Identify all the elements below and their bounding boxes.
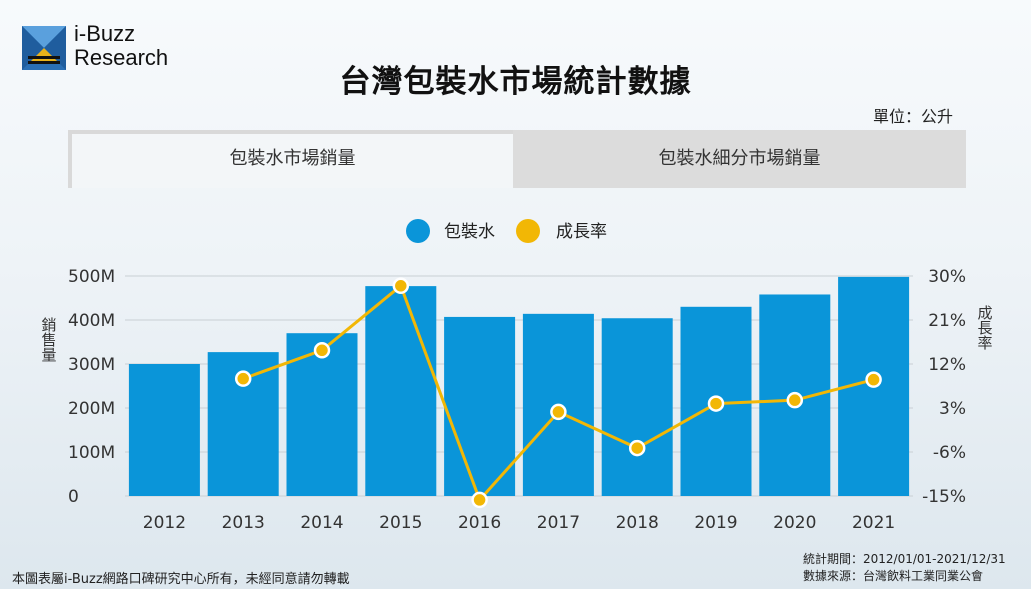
tab-segment-sales[interactable]: 包裝水細分市場銷量: [513, 130, 966, 188]
brand-logo-icon: [22, 26, 66, 70]
x-tick-label: 2020: [773, 513, 816, 533]
y-right-tick-label: 30%: [928, 267, 966, 287]
y-right-tick-label: 3%: [939, 399, 966, 419]
tab-market-sales[interactable]: 包裝水市場銷量: [72, 134, 513, 188]
bar-2015: [365, 286, 437, 496]
y-right-tick-label: -6%: [933, 443, 966, 463]
y-left-tick-label: 300M: [68, 355, 115, 375]
bar-2016: [444, 316, 516, 496]
x-tick-label: 2013: [222, 513, 265, 533]
copyright-note: 本圖表屬i-Buzz網路口碑研究中心所有，未經同意請勿轉載: [12, 572, 350, 587]
source-notes: 統計期間：2012/01/01-2021/12/31 數據來源：台灣飲料工業同業…: [803, 551, 1006, 585]
x-tick-label: 2021: [852, 513, 895, 533]
x-tick-label: 2019: [694, 513, 737, 533]
y-right-tick-label: 12%: [928, 355, 966, 375]
stat-period: 統計期間：2012/01/01-2021/12/31: [803, 552, 1006, 566]
y-left-tick-label: 100M: [68, 443, 115, 463]
y-right-axis-label: 長: [977, 319, 992, 337]
y-left-tick-label: 200M: [68, 399, 115, 419]
growth-point-2015: [392, 277, 410, 295]
brand-line1: i-Buzz: [74, 21, 136, 46]
growth-point-2016: [471, 491, 488, 509]
x-tick-label: 2016: [458, 513, 501, 533]
legend-line-swatch: [516, 219, 540, 243]
x-tick-label: 2018: [616, 513, 659, 533]
y-left-tick-label: 400M: [68, 311, 115, 331]
legend-line-label: 成長率: [556, 222, 607, 242]
legend-bar-swatch: [406, 219, 430, 243]
x-tick-label: 2014: [300, 513, 343, 533]
data-source: 數據來源：台灣飲料工業同業公會: [803, 569, 984, 583]
y-left-tick-label: 500M: [68, 267, 115, 287]
brand-line2: Research: [74, 45, 169, 70]
brand-logo: i-Buzz Research: [22, 22, 192, 70]
x-tick-label: 2015: [379, 513, 422, 533]
bar-2012: [128, 364, 200, 496]
growth-point-2014: [313, 342, 331, 359]
y-left-axis-label: 量: [41, 346, 56, 364]
x-tick-label: 2017: [537, 513, 580, 533]
bar-2018: [601, 318, 673, 496]
growth-point-2020: [786, 391, 804, 409]
page-title: 台灣包裝水市場統計數據: [339, 64, 692, 100]
growth-point-2013: [234, 370, 252, 387]
y-right-tick-label: -15%: [922, 487, 966, 507]
growth-point-2018: [628, 439, 646, 457]
y-right-axis-label: 成: [977, 304, 992, 322]
growth-point-2019: [707, 395, 725, 412]
y-left-axis-label: 銷: [41, 316, 56, 334]
brand-name: i-Buzz Research: [74, 22, 168, 70]
unit-label: 單位：公升: [872, 107, 953, 126]
growth-point-2021: [865, 371, 882, 388]
growth-point-2017: [550, 403, 567, 421]
tab-bar: 包裝水細分市場銷量 包裝水市場銷量: [68, 130, 966, 188]
y-left-tick-label: 0: [68, 487, 79, 507]
y-right-tick-label: 21%: [928, 311, 966, 331]
y-right-axis-label: 率: [977, 334, 992, 352]
x-tick-label: 2012: [143, 513, 186, 533]
y-left-axis-label: 售: [41, 331, 56, 349]
legend-bar-label: 包裝水: [444, 222, 495, 242]
